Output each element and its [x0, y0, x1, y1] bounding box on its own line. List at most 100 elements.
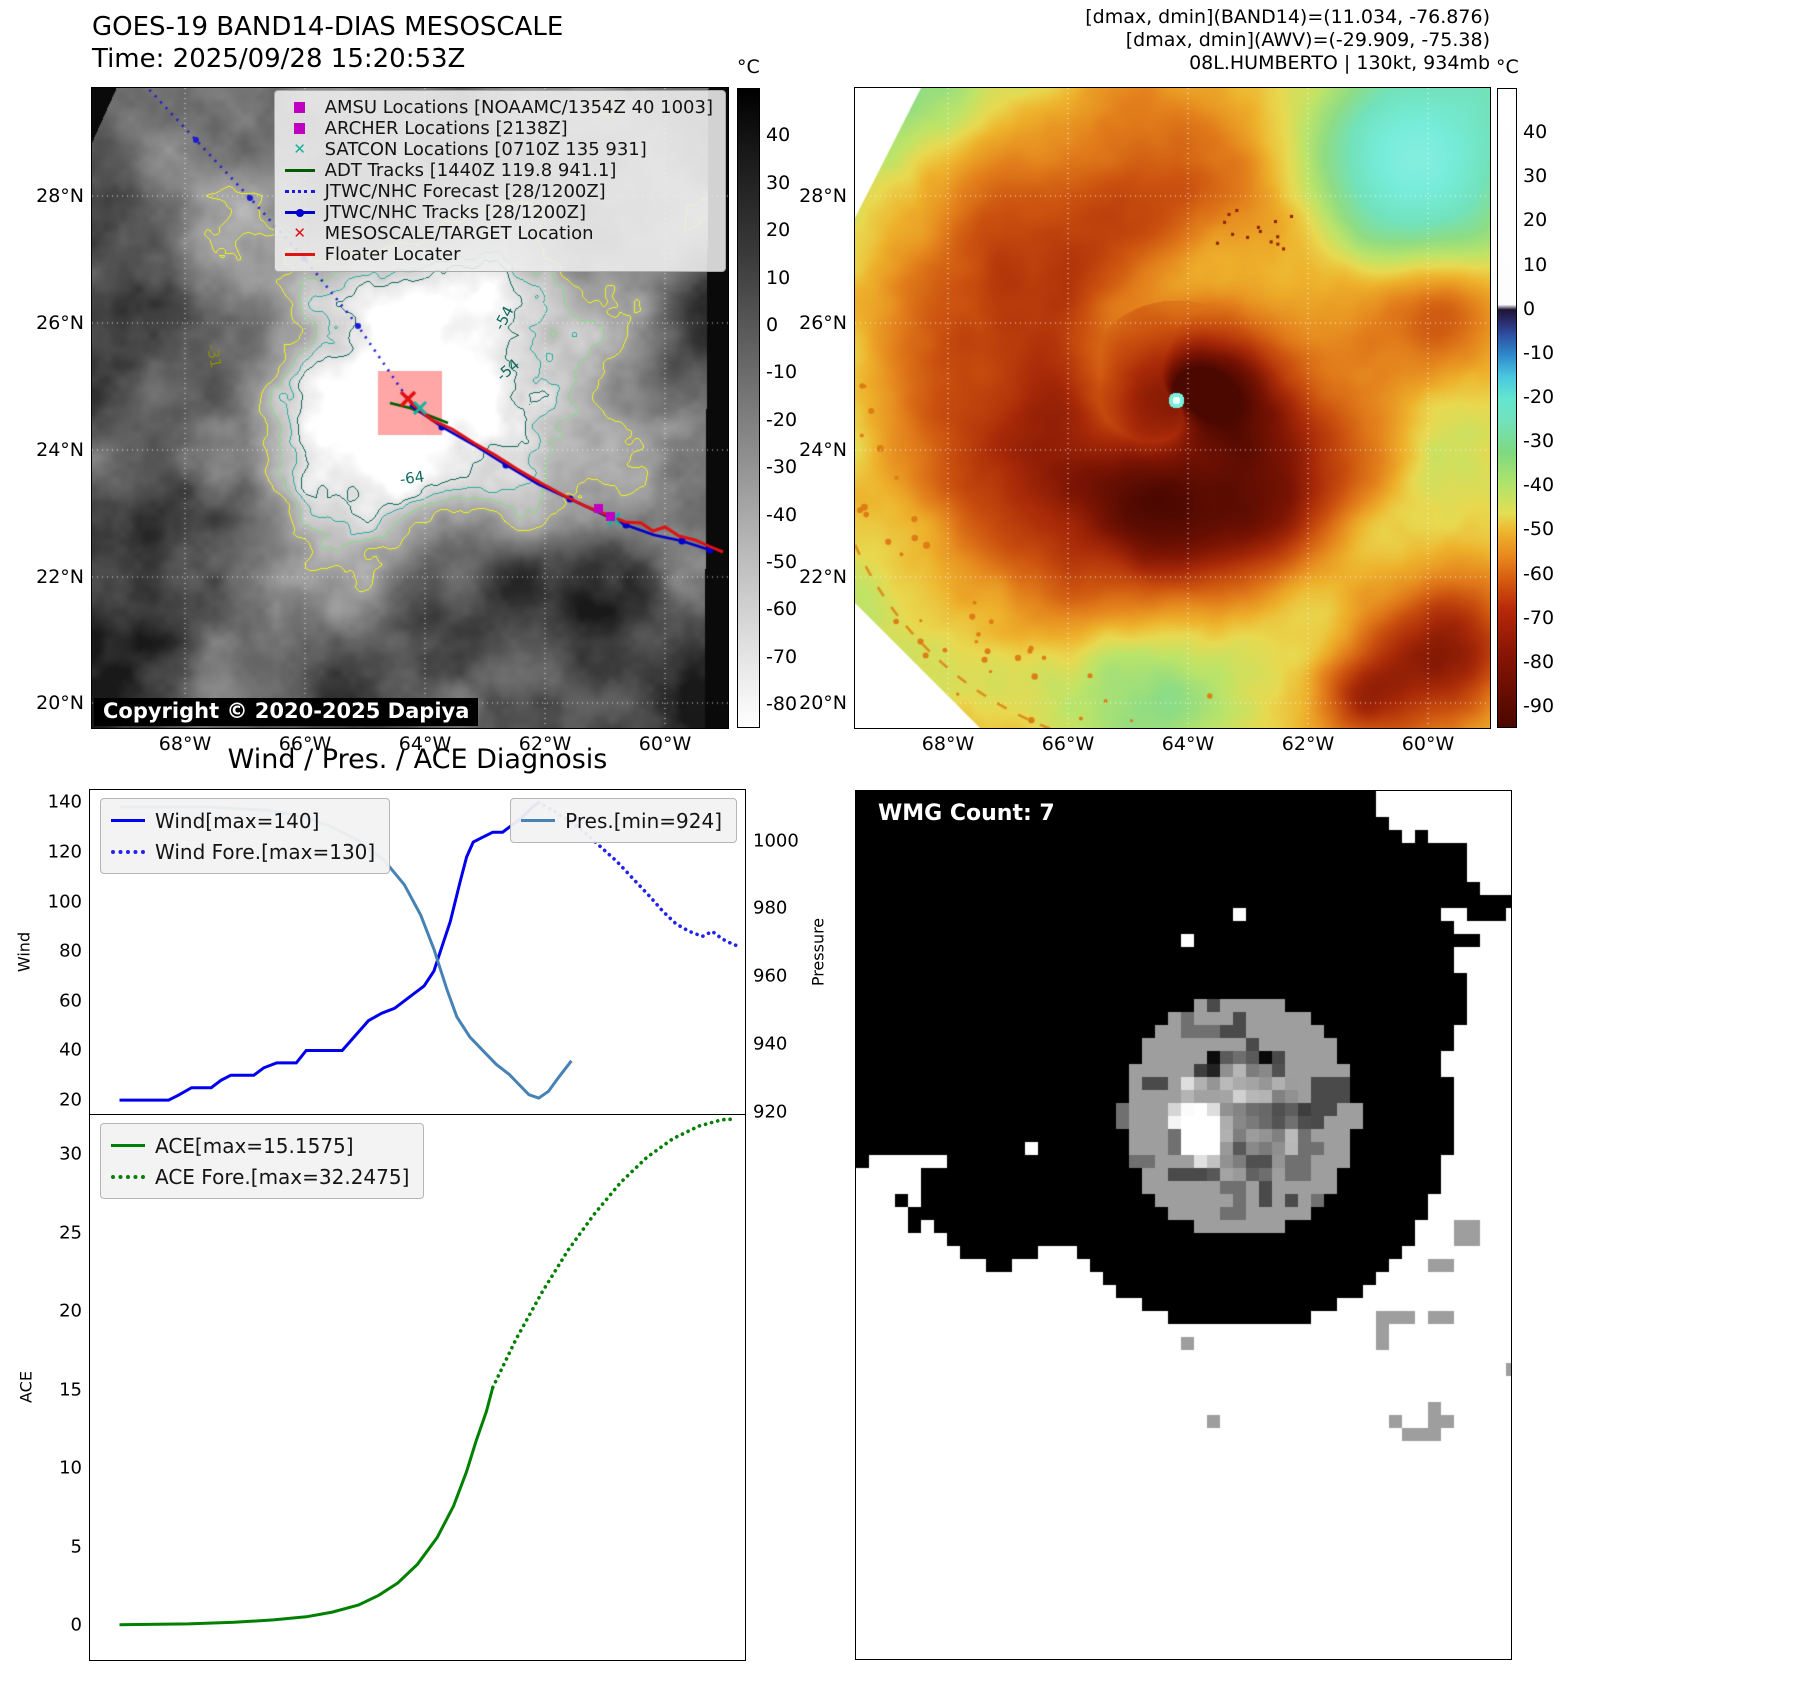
colorbar-tick-label: -20 [1523, 385, 1555, 408]
map-legend-row: JTWC/NHC Tracks [28/1200Z] [283, 202, 713, 223]
colorbar-tick-label: -10 [766, 361, 798, 384]
lon-tick-label: 66°W [278, 733, 332, 755]
dmax-dmin-awv: [dmax, dmin](AWV)=(-29.909, -75.38) [1125, 29, 1490, 51]
lon-tick-label: 66°W [1041, 733, 1095, 755]
map-legend-label: SATCON Locations [0710Z 135 931] [324, 139, 647, 160]
ace-tick-label: 15 [59, 1379, 82, 1401]
lon-tick-label: 60°W [1401, 733, 1455, 755]
colorbar-tick-label: -40 [766, 503, 798, 526]
band14-color-map [854, 87, 1491, 729]
legend-label: Wind[max=140] [155, 808, 320, 833]
square-marker-icon [283, 123, 317, 134]
colorbar-tick-label: -30 [766, 456, 798, 479]
wmg-count-label: WMG Count: 7 [868, 799, 1065, 830]
map-legend-label: MESOSCALE/TARGET Location [324, 223, 594, 244]
pressure-tick-label: 980 [753, 897, 788, 919]
pressure-tick-label: 940 [753, 1033, 788, 1055]
dotted-marker-icon [283, 190, 317, 193]
colorbar-tick-label: 10 [766, 266, 791, 289]
lat-tick-label: 26°N [799, 312, 847, 334]
colorbar-tick-label: -40 [1523, 474, 1555, 497]
enhanced-ir-colorbar [1497, 88, 1517, 728]
map-legend-row: AMSU Locations [NOAAMC/1354Z 40 1003] [283, 97, 713, 118]
lat-tick-label: 22°N [36, 566, 84, 588]
colorbar-tick-label: 40 [1523, 121, 1548, 144]
wind-tick-label: 60 [59, 990, 82, 1012]
lon-tick-label: 62°W [1281, 733, 1335, 755]
ace-tick-label: 5 [70, 1536, 82, 1558]
colorbar-tick-label: -90 [1523, 694, 1555, 717]
dmax-dmin-band14: [dmax, dmin](BAND14)=(11.034, -76.876) [1085, 6, 1490, 28]
lon-tick-label: 68°W [921, 733, 975, 755]
goes-time-subtitle: Time: 2025/09/28 15:20:53Z [92, 44, 466, 74]
colorbar-tick-label: -80 [766, 693, 798, 716]
ace-tick-label: 30 [59, 1143, 82, 1165]
wind-axis-label: Wind [14, 931, 34, 973]
lon-tick-label: 64°W [1161, 733, 1215, 755]
ace-legend: ACE[max=15.1575] ACE Fore.[max=32.2475] [100, 1123, 425, 1199]
legend-label: ACE Fore.[max=32.2475] [155, 1164, 410, 1189]
diagnosis-chart-title: Wind / Pres. / ACE Diagnosis [227, 744, 608, 775]
line-marker-icon [283, 169, 317, 172]
lon-tick-label: 62°W [518, 733, 572, 755]
lat-tick-label: 26°N [36, 312, 84, 334]
square-marker-icon [283, 102, 317, 113]
legend-label: Wind Fore.[max=130] [155, 839, 376, 864]
legend-label: ACE[max=15.1575] [155, 1133, 354, 1158]
pressure-tick-label: 920 [753, 1101, 788, 1123]
ace-tick-label: 20 [59, 1300, 82, 1322]
wmg-canvas [856, 791, 1511, 1659]
map-legend-label: JTWC/NHC Forecast [28/1200Z] [324, 181, 606, 202]
legend-row: ACE Fore.[max=32.2475] [111, 1161, 409, 1192]
wind-tick-label: 40 [59, 1039, 82, 1061]
wmg-microwave-map: WMG Count: 7 [855, 790, 1512, 1660]
lat-tick-label: 28°N [36, 185, 84, 207]
line-marker-icon [283, 253, 317, 256]
pressure-tick-label: 1000 [753, 830, 799, 852]
colorbar-tick-label: 20 [766, 219, 791, 242]
ace-tick-label: 10 [59, 1457, 82, 1479]
colorbar-tick-label: -10 [1523, 341, 1555, 364]
contour-label: -64 [398, 467, 426, 489]
colorbar-tick-label: 10 [1523, 253, 1548, 276]
grayscale-colorbar-unit: °C [737, 56, 760, 78]
lon-tick-label: 64°W [398, 733, 452, 755]
colorbar-tick-label: -70 [766, 645, 798, 668]
wind-tick-label: 140 [47, 791, 82, 813]
pressure-axis-label: Pressure [808, 917, 828, 987]
map-legend-row: ARCHER Locations [2138Z] [283, 118, 713, 139]
colorbar-tick-label: 30 [1523, 165, 1548, 188]
map-legend-label: ARCHER Locations [2138Z] [324, 118, 568, 139]
map-legend-row: ✕ SATCON Locations [0710Z 135 931] [283, 139, 713, 160]
legend-row: Wind Fore.[max=130] [111, 836, 375, 867]
legend-label: Pres.[min=924] [565, 808, 722, 833]
linedot-marker-icon [283, 208, 317, 217]
legend-line-sample [111, 1174, 145, 1179]
lat-tick-label: 28°N [799, 185, 847, 207]
colorbar-tick-label: 40 [766, 124, 791, 147]
wind-tick-label: 80 [59, 940, 82, 962]
colorbar-tick-label: 0 [766, 314, 779, 337]
ace-axis-label: ACE [16, 1371, 36, 1403]
lat-tick-label: 20°N [36, 692, 84, 714]
x-marker-icon: ✕ [293, 140, 306, 158]
lat-tick-label: 22°N [799, 566, 847, 588]
ace-tick-label: 25 [59, 1222, 82, 1244]
ace-tick-label: 0 [70, 1614, 82, 1636]
band14-color-canvas [855, 88, 1490, 728]
wind-tick-label: 100 [47, 891, 82, 913]
legend-row: Pres.[min=924] [521, 805, 722, 836]
ace-plot [89, 1114, 746, 1661]
map-legend-row: ✕ MESOSCALE/TARGET Location [283, 223, 713, 244]
legend-row: ACE[max=15.1575] [111, 1130, 409, 1161]
lat-tick-label: 24°N [36, 439, 84, 461]
wind-tick-label: 20 [59, 1089, 82, 1111]
map-legend-label: JTWC/NHC Tracks [28/1200Z] [324, 202, 587, 223]
legend-line-sample [111, 819, 145, 822]
legend-line-sample [111, 849, 145, 854]
enhanced-ir-colorbar-unit: °C [1496, 56, 1519, 78]
series-line [491, 1117, 737, 1390]
map-legend-label: Floater Locater [324, 244, 461, 265]
colorbar-tick-label: -60 [1523, 562, 1555, 585]
